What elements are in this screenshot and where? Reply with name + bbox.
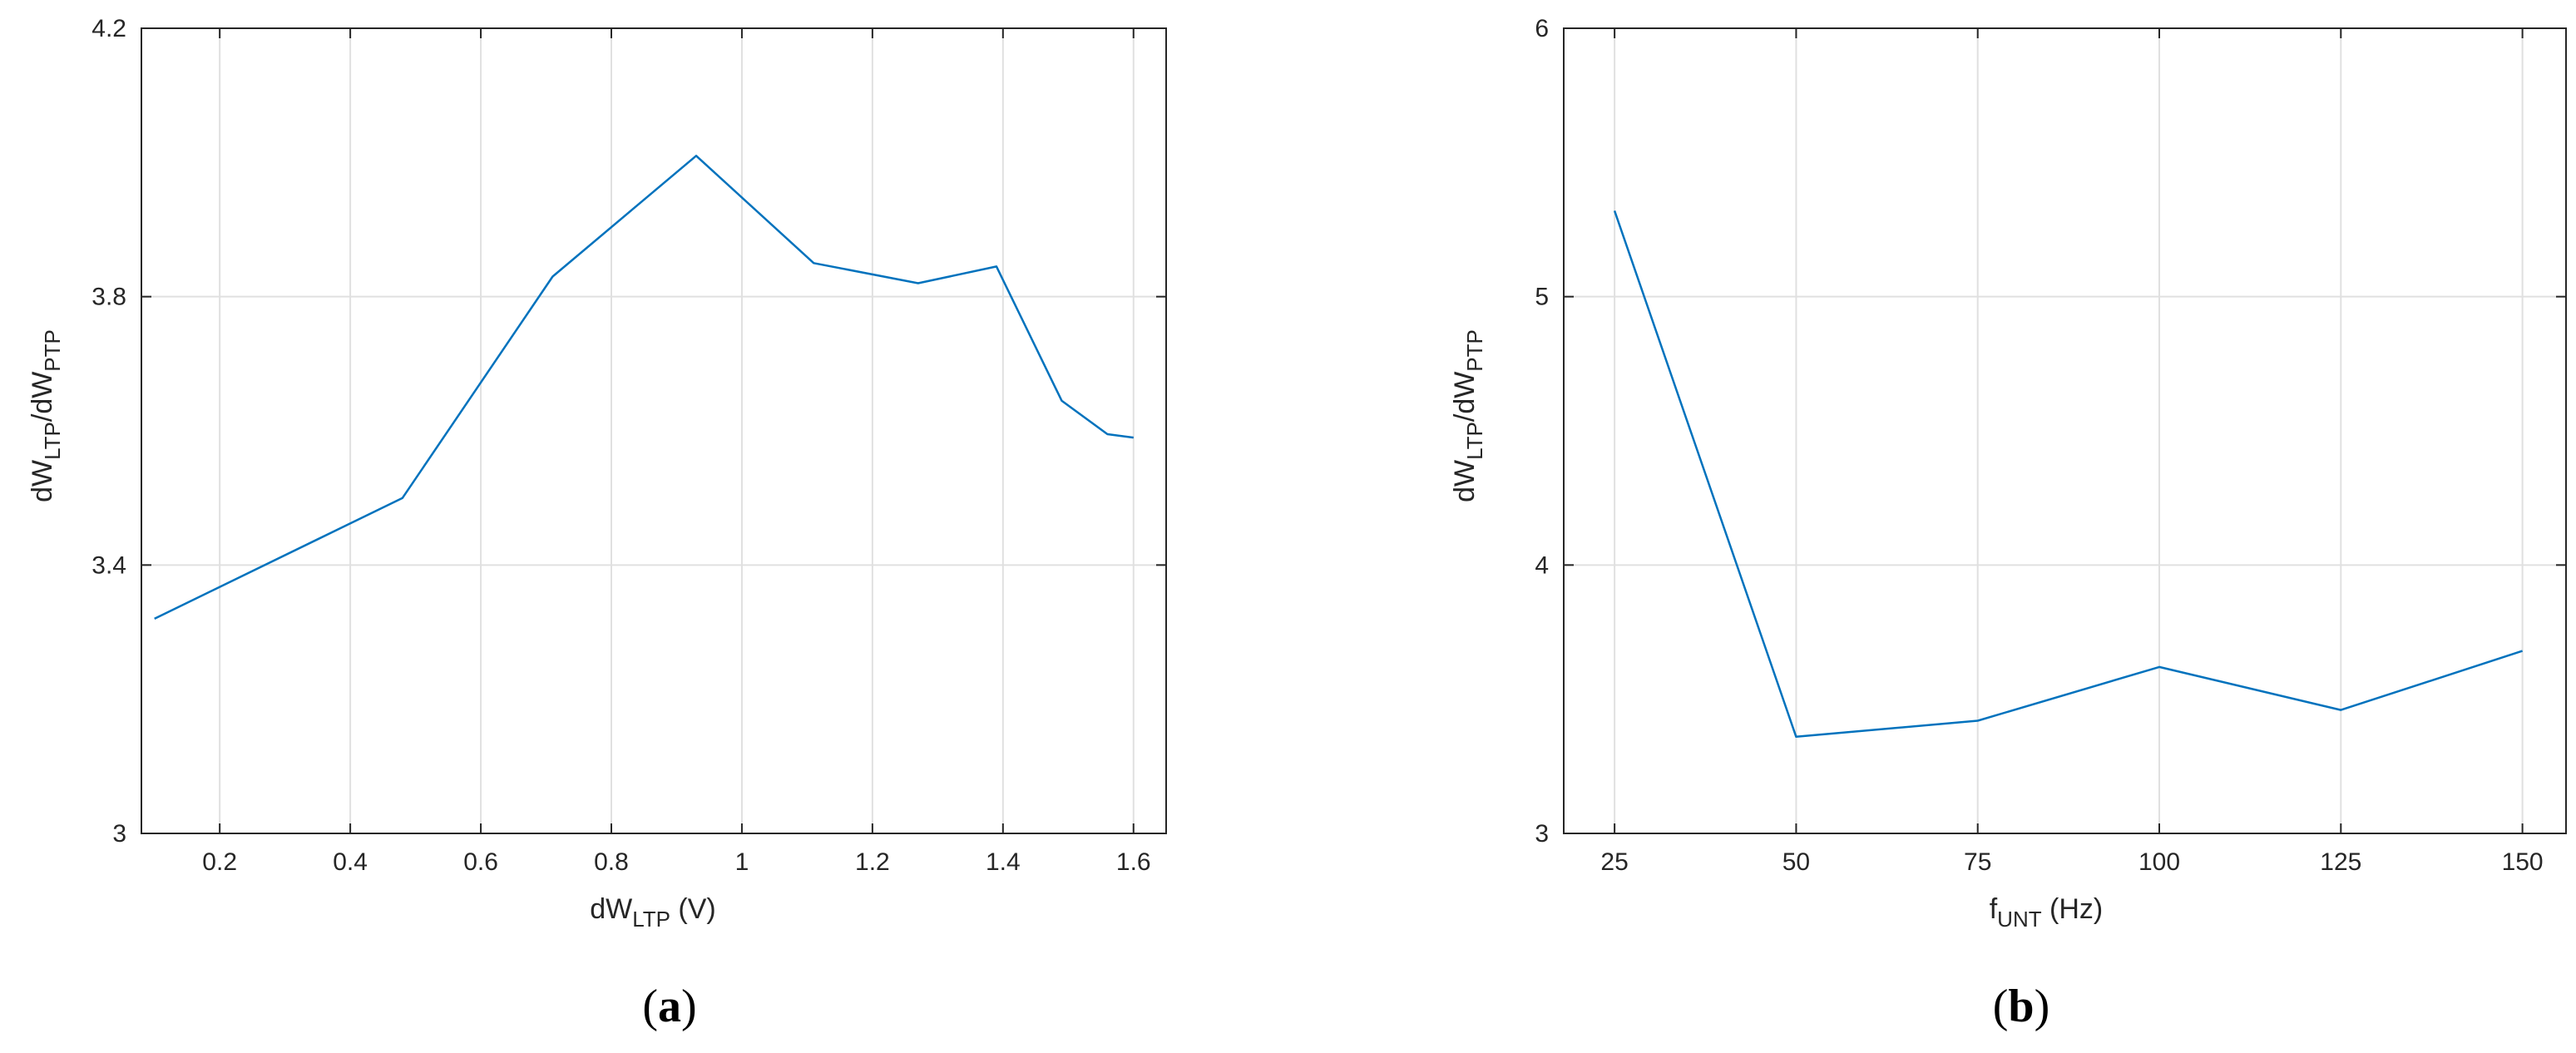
- caption-open-a: (: [642, 981, 658, 1032]
- x-tick-label-b-3: 100: [2138, 848, 2180, 876]
- caption-letter-b: b: [2008, 981, 2034, 1032]
- y-axis-label-main-b: dW: [1449, 460, 1481, 502]
- plot-area-b: 25 50 75 100 125 150 3 4 5 6: [1535, 15, 2567, 876]
- y-tick-label-b-2: 5: [1535, 284, 1549, 311]
- chart-panel-a: 0.2 0.4 0.6 0.8 1 1.2 1.4 1.633.43.84.2 dWLTP (…: [27, 15, 1167, 1032]
- y-axis-label-main-a: dW: [27, 460, 58, 502]
- x-tick-label-b-2: 75: [1964, 848, 1991, 876]
- x-tick-label-a-4: 1: [735, 848, 749, 876]
- x-tick-label-a-2: 0.6: [463, 848, 498, 876]
- y-tick-label-a-0: 3: [112, 820, 126, 848]
- x-axis-label-b: fUNT (Hz): [1990, 893, 2104, 932]
- x-tick-label-a-1: 0.4: [333, 848, 368, 876]
- axes-box-a: [141, 27, 1167, 834]
- caption-close-b: ): [2035, 981, 2050, 1032]
- x-axis-label-main-a: dW: [590, 893, 632, 925]
- y-axis-label-b: dWLTP/dWPTP: [1449, 329, 1487, 502]
- x-tick-label-b-1: 50: [1782, 848, 1810, 876]
- x-axis-label-main-b: f: [1990, 893, 1998, 925]
- y-axis-label-mid-b: /dW: [1449, 372, 1481, 422]
- y-axis-label-sub2-a: PTP: [40, 329, 65, 372]
- y-tick-label-b-0: 3: [1535, 820, 1549, 848]
- y-tick-label-b-3: 6: [1535, 15, 1549, 42]
- x-axis-label-sub-b: UNT: [1997, 907, 2042, 932]
- x-tick-label-b-4: 125: [2320, 848, 2361, 876]
- caption-b: (b): [1993, 981, 2049, 1032]
- y-tick-label-a-2: 3.8: [91, 284, 126, 311]
- x-axis-label-sub-a: LTP: [632, 907, 670, 932]
- caption-a: (a): [642, 981, 696, 1032]
- y-tick-label-b-1: 4: [1535, 551, 1549, 579]
- caption-letter-a: a: [658, 981, 681, 1032]
- x-axis-label-rest-a: (V): [670, 893, 716, 925]
- chart-panel-b: 25 50 75 100 125 150 3 4 5 6 fUNT (Hz) dWLTP/dWPT…: [1449, 15, 2567, 1032]
- y-tick-label-a-1: 3.4: [91, 551, 126, 579]
- y-axis-label-a: dWLTP/dWPTP: [27, 329, 65, 502]
- series-line-a-0: [154, 155, 1134, 620]
- x-tick-label-a-3: 0.8: [594, 848, 629, 876]
- x-axis-label-rest-b: (Hz): [2042, 893, 2104, 925]
- x-tick-label-a-0: 0.2: [202, 848, 237, 876]
- x-axis-label-a: dWLTP (V): [590, 893, 716, 932]
- x-tick-label-a-5: 1.2: [855, 848, 890, 876]
- caption-close-a: ): [681, 981, 697, 1032]
- x-tick-label-a-7: 1.6: [1116, 848, 1151, 876]
- x-tick-label-a-6: 1.4: [986, 848, 1021, 876]
- y-axis-label-mid-a: /dW: [27, 372, 58, 422]
- y-axis-label-sub2-b: PTP: [1462, 329, 1487, 372]
- x-tick-label-b-5: 150: [2502, 848, 2544, 876]
- series-line-b-0: [1613, 210, 2523, 739]
- y-axis-label-sub1-a: LTP: [40, 422, 65, 460]
- caption-open-b: (: [1993, 981, 2009, 1032]
- axes-box-b: [1563, 27, 2567, 834]
- y-tick-label-a-3: 4.2: [91, 15, 126, 42]
- x-tick-label-b-0: 25: [1600, 848, 1628, 876]
- y-axis-label-sub1-b: LTP: [1462, 422, 1487, 460]
- plot-area-a: 0.2 0.4 0.6 0.8 1 1.2 1.4 1.6 3 3.4 3.8 4.2: [91, 15, 1167, 876]
